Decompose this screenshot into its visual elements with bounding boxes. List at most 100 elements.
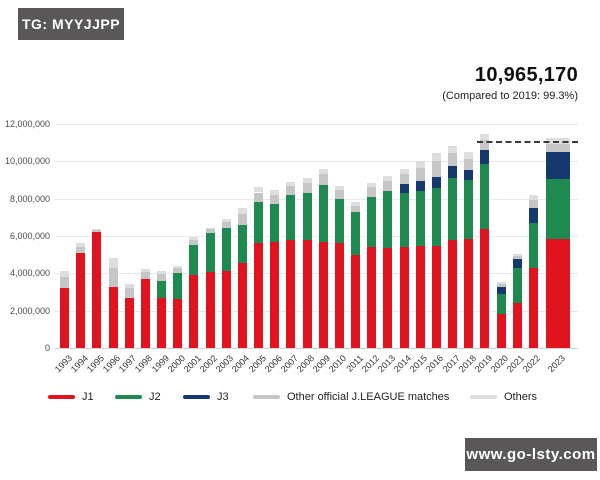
bar-segment-other-official-j-league-matches xyxy=(367,187,377,197)
bar-segment-j1 xyxy=(76,252,86,348)
bar-segment-j1 xyxy=(108,287,118,348)
bar-segment-j3 xyxy=(528,208,538,223)
bar-segment-j1 xyxy=(480,229,490,348)
legend-label: Other official J.LEAGUE matches xyxy=(287,391,450,403)
bar-segment-others xyxy=(173,265,183,269)
bar-segment-other-official-j-league-matches xyxy=(480,139,490,151)
bar-segment-other-official-j-league-matches xyxy=(528,199,538,208)
y-gridline xyxy=(55,161,578,163)
bar-segment-other-official-j-league-matches xyxy=(448,152,458,166)
bar-segment-others xyxy=(528,194,538,200)
headline: 10,965,170 (Compared to 2019: 99.3%) xyxy=(442,64,578,102)
bar-segment-j1 xyxy=(431,246,441,348)
bar-segment-j2 xyxy=(286,194,296,240)
bar-segment-other-official-j-league-matches xyxy=(318,174,328,185)
watermark-badge: TG: MYYJJPP xyxy=(18,8,124,40)
bar-segment-other-official-j-league-matches xyxy=(221,222,231,228)
bar-segment-other-official-j-league-matches xyxy=(334,189,344,199)
bar-segment-others xyxy=(189,236,199,240)
bar-segment-others xyxy=(399,168,409,174)
legend-item-other-official-j-league-matches: Other official J.LEAGUE matches xyxy=(253,391,449,403)
bar-segment-other-official-j-league-matches xyxy=(415,167,425,181)
bar-segment-j1 xyxy=(351,254,361,348)
y-gridline xyxy=(55,198,578,200)
bar-segment-other-official-j-league-matches xyxy=(60,277,69,289)
legend-label: J3 xyxy=(217,391,229,403)
legend-marker xyxy=(115,395,142,399)
bar-segment-other-official-j-league-matches xyxy=(205,229,215,234)
bar-segment-j2 xyxy=(528,222,538,268)
bar-segment-others xyxy=(140,268,150,273)
bar-segment-j1 xyxy=(302,240,312,348)
bar-segment-other-official-j-league-matches xyxy=(124,288,134,298)
bar-segment-j3 xyxy=(496,287,506,294)
y-axis-tick-label: 12,000,000 xyxy=(4,119,50,129)
bar-segment-others xyxy=(76,243,86,247)
bar-segment-others xyxy=(270,190,280,195)
y-axis-tick-label: 8,000,000 xyxy=(9,193,50,204)
bar-segment-others xyxy=(60,271,69,278)
legend-marker xyxy=(253,395,280,399)
bar-segment-j1 xyxy=(140,278,150,348)
bar-segment-other-official-j-league-matches xyxy=(383,181,393,192)
legend-label: J2 xyxy=(149,391,161,403)
y-axis-tick-label: 10,000,000 xyxy=(4,156,50,167)
bar-segment-j1 xyxy=(448,239,458,348)
bar-segment-other-official-j-league-matches xyxy=(431,161,441,178)
bar-segment-others xyxy=(496,281,506,284)
bar-segment-j3 xyxy=(464,169,474,180)
bar-segment-other-official-j-league-matches xyxy=(351,205,361,212)
bar-segment-others xyxy=(318,168,328,175)
bar-segment-other-official-j-league-matches xyxy=(237,213,247,225)
bar-segment-j1 xyxy=(173,299,183,348)
comparison-subtitle: (Compared to 2019: 99.3%) xyxy=(442,90,578,102)
bar-segment-j3 xyxy=(512,259,522,268)
bar-segment-j2 xyxy=(415,191,425,247)
bar-segment-j1 xyxy=(496,314,506,348)
bar-segment-j2 xyxy=(431,188,441,247)
bar-segment-j1 xyxy=(60,288,69,348)
y-axis-tick-label: 0 xyxy=(44,343,50,353)
reference-dashed-line xyxy=(477,140,578,143)
y-gridline xyxy=(55,273,578,275)
bar-segment-others xyxy=(302,178,312,184)
legend-label: J1 xyxy=(82,391,94,403)
bar-segment-j2 xyxy=(302,193,312,241)
bar-segment-other-official-j-league-matches xyxy=(189,239,199,246)
bar-segment-j2 xyxy=(254,202,264,243)
bar-segment-other-official-j-league-matches xyxy=(399,173,409,184)
bar-segment-j2 xyxy=(205,233,215,273)
bar-segment-j1 xyxy=(367,247,377,348)
legend-item-j3: J3 xyxy=(183,391,229,403)
bar-segment-j3 xyxy=(448,166,458,179)
bar-segment-j2 xyxy=(189,245,199,276)
bar-segment-j1 xyxy=(92,232,102,348)
bar-segment-other-official-j-league-matches xyxy=(270,194,280,205)
bar-segment-j3 xyxy=(480,150,490,165)
bar-segment-others xyxy=(254,187,264,193)
bar-segment-other-official-j-league-matches xyxy=(108,268,118,288)
bar-segment-j1 xyxy=(221,270,231,348)
bar-segment-others xyxy=(92,228,102,230)
bar-segment-j1 xyxy=(254,242,264,348)
bar-segment-j1 xyxy=(205,272,215,348)
bar-segment-other-official-j-league-matches xyxy=(92,229,102,233)
bar-segment-others xyxy=(351,202,361,206)
bar-segment-other-official-j-league-matches xyxy=(173,268,183,274)
x-axis-line xyxy=(55,348,578,349)
bar-segment-j2 xyxy=(496,293,506,315)
bar-segment-j2 xyxy=(173,273,183,300)
bar-segment-j1 xyxy=(334,243,344,348)
bar-segment-others xyxy=(108,258,118,269)
bar-segment-j1 xyxy=(318,241,328,348)
y-gridline xyxy=(55,236,578,237)
bar-segment-others xyxy=(383,176,393,182)
bar-segment-j2 xyxy=(334,198,344,244)
bar-segment-j2 xyxy=(237,224,247,264)
bar-segment-other-official-j-league-matches xyxy=(140,272,150,279)
bar-segment-other-official-j-league-matches xyxy=(302,183,312,194)
bar-segment-other-official-j-league-matches xyxy=(546,143,570,152)
y-gridline xyxy=(55,124,578,125)
bar-segment-j1 xyxy=(189,275,199,348)
